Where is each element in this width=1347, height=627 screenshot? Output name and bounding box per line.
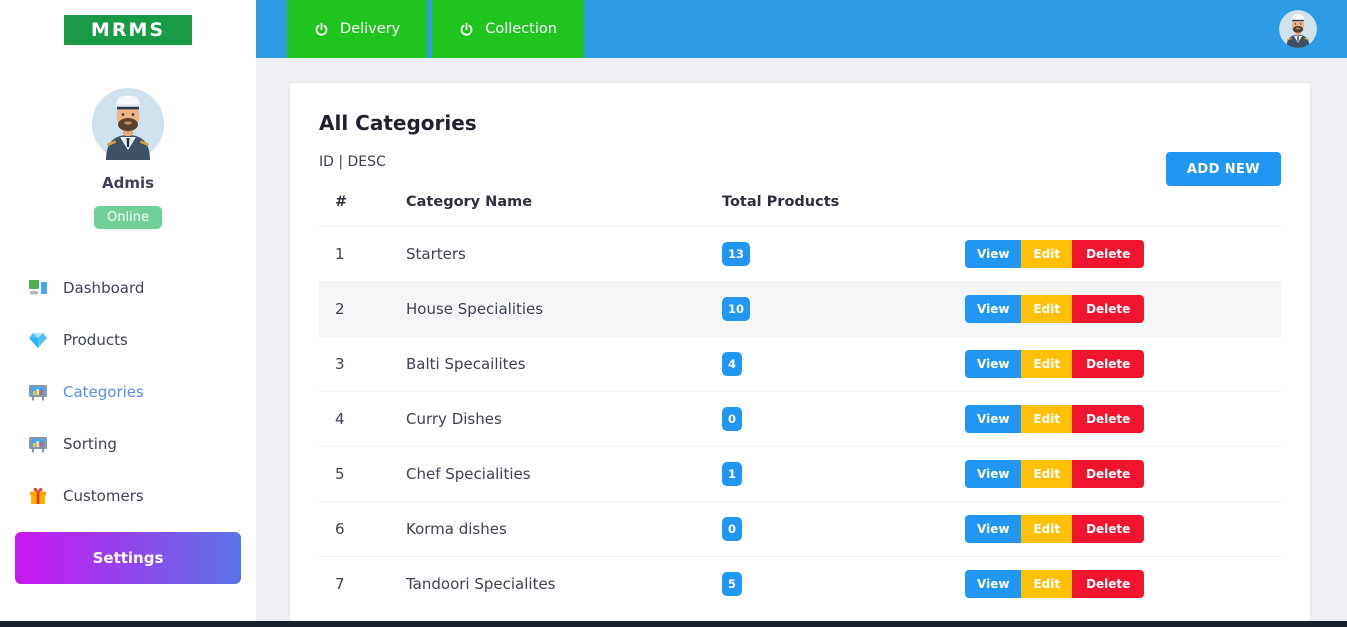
category-name: Starters [406,225,722,281]
sidebar-item-dashboard[interactable]: Dashboard [0,262,256,314]
view-button[interactable]: View [965,569,1022,598]
dashboard-icon [28,278,48,298]
row-index: 3 [319,335,406,391]
collection-button[interactable]: Collection [432,0,584,58]
view-button[interactable]: View [965,404,1022,433]
table-row: 3 Balti Specailites 4 View Edit Delete [319,335,1281,391]
view-button[interactable]: View [965,239,1022,268]
view-button[interactable]: View [965,349,1022,378]
captain-avatar-icon [1279,10,1317,48]
view-button[interactable]: View [965,514,1022,543]
row-index: 7 [319,555,406,611]
total-products-badge: 4 [722,351,743,376]
category-name: Balti Specailites [406,335,722,391]
column-header: Total Products [722,193,840,210]
power-icon [459,22,474,37]
status-badge: Online [94,206,162,229]
total-products-badge: 5 [722,571,743,596]
sidebar-item-label: Customers [63,487,144,505]
table-row: 4 Curry Dishes 0 View Edit Delete [319,390,1281,446]
table-row: 5 Chef Specialities 1 View Edit Delete [319,445,1281,501]
total-products-badge: 13 [722,241,751,266]
sidebar-item-label: Sorting [63,435,117,453]
table-header-row: # Category Name Total Products [319,178,1281,226]
category-name: Curry Dishes [406,390,722,446]
category-name: Chef Specialities [406,445,722,501]
delete-button[interactable]: Delete [1072,404,1145,433]
edit-button[interactable]: Edit [1021,459,1073,488]
sort-order-label: ID | DESC [319,154,386,170]
user-name: Admis [101,174,155,192]
edit-button[interactable]: Edit [1021,294,1073,323]
sidebar-nav: Dashboard Products Categories Sorting Custom… [0,262,256,522]
row-index: 6 [319,500,406,556]
sidebar-item-customers[interactable]: Customers [0,470,256,522]
gem-icon [28,330,48,350]
main-column: Delivery Collection All Categories ID | D… [256,0,1347,621]
table-row: 2 House Specialities 10 View Edit Delete [319,280,1281,336]
view-button[interactable]: View [965,459,1022,488]
sidebar-item-products[interactable]: Products [0,314,256,366]
row-index: 5 [319,445,406,501]
user-avatar [92,88,164,160]
sidebar-item-label: Products [63,331,128,349]
delete-button[interactable]: Delete [1072,349,1145,378]
edit-button[interactable]: Edit [1021,239,1073,268]
row-index: 2 [319,280,406,336]
edit-button[interactable]: Edit [1021,514,1073,543]
logo-text: MRMS [90,19,166,41]
gift-icon [28,486,48,506]
topbar-avatar[interactable] [1279,10,1317,48]
topbar: Delivery Collection [256,0,1347,58]
delivery-button[interactable]: Delivery [287,0,428,58]
table-row: 7 Tandoori Specialites 5 View Edit Delete [319,555,1281,611]
add-new-button[interactable]: ADD NEW [1165,152,1281,186]
edit-button[interactable]: Edit [1021,569,1073,598]
total-products-badge: 1 [722,461,743,486]
logo: MRMS [64,15,192,45]
delete-button[interactable]: Delete [1072,459,1145,488]
row-index: 1 [319,225,406,281]
delete-button[interactable]: Delete [1072,514,1145,543]
total-products-badge: 0 [722,516,743,541]
sidebar-item-sorting[interactable]: Sorting [0,418,256,470]
sidebar: MRMS Admis Online Dashboard Products Categ… [0,0,256,621]
table-row: 6 Korma dishes 0 View Edit Delete [319,500,1281,556]
power-icon [314,22,329,37]
categories-table: # Category Name Total Products 1 Starters 13… [319,178,1281,611]
content-area: All Categories ID | DESC ADD NEW # Catego… [256,58,1347,621]
total-products-badge: 0 [722,406,743,431]
view-button[interactable]: View [965,294,1022,323]
page-title: All Categories [319,111,477,135]
categories-card: All Categories ID | DESC ADD NEW # Catego… [290,83,1310,621]
category-name: House Specialities [406,280,722,336]
delete-button[interactable]: Delete [1072,239,1145,268]
settings-button[interactable]: Settings [15,532,241,584]
bottom-bar [0,621,1347,627]
delete-button[interactable]: Delete [1072,569,1145,598]
table-row: 1 Starters 13 View Edit Delete [319,225,1281,281]
sidebar-item-label: Categories [63,383,144,401]
column-header: # [335,193,348,210]
edit-button[interactable]: Edit [1021,349,1073,378]
column-header: Category Name [406,193,533,210]
category-name: Korma dishes [406,500,722,556]
row-index: 4 [319,390,406,446]
board-icon [28,434,48,454]
delete-button[interactable]: Delete [1072,294,1145,323]
sidebar-item-label: Dashboard [63,279,145,297]
category-name: Tandoori Specialites [406,555,722,611]
sidebar-item-categories[interactable]: Categories [0,366,256,418]
total-products-badge: 10 [722,296,751,321]
edit-button[interactable]: Edit [1021,404,1073,433]
board-icon [28,382,48,402]
